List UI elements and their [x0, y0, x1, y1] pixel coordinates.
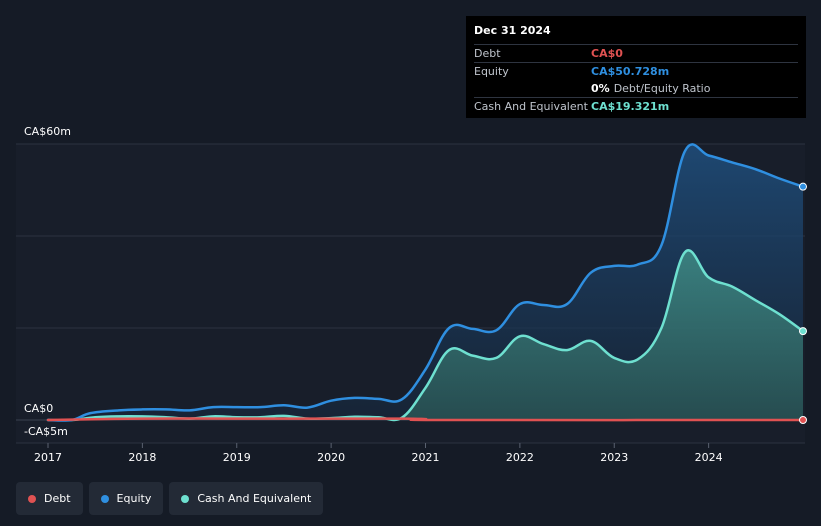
tooltip-equity-value: CA$50.728m	[591, 65, 670, 78]
chart-legend: Debt Equity Cash And Equivalent	[16, 482, 324, 515]
debt-end-marker[interactable]	[799, 416, 807, 424]
x-tick-label: 2017	[34, 451, 62, 464]
tooltip-ratio-value: 0%	[591, 82, 610, 95]
equity-line	[46, 143, 805, 422]
y-tick-label: -CA$5m	[24, 425, 68, 438]
tooltip-ratio-label: Debt/Equity Ratio	[613, 82, 711, 95]
tooltip-cash-value: CA$19.321m	[591, 100, 670, 113]
legend-item-equity[interactable]: Equity	[88, 482, 164, 515]
equity-area	[48, 144, 803, 421]
legend-label-equity: Equity	[116, 492, 152, 505]
tooltip-panel: Dec 31 2024 Debt CA$0 Equity CA$50.728m …	[466, 16, 806, 118]
debt-line	[46, 417, 805, 422]
cash-end-marker[interactable]	[799, 327, 807, 336]
tooltip-cash-label: Cash And Equivalent	[474, 100, 588, 113]
equity-end-marker[interactable]	[799, 182, 807, 191]
x-tick-label: 2020	[317, 451, 345, 464]
x-tick-label: 2023	[600, 451, 628, 464]
x-tick-label: 2021	[412, 451, 440, 464]
tooltip-debt-label: Debt	[474, 47, 501, 60]
tooltip-debt-value: CA$0	[591, 47, 623, 60]
x-tick-label: 2019	[223, 451, 251, 464]
tooltip-equity-label: Equity	[474, 65, 509, 78]
x-tick-label: 2018	[128, 451, 156, 464]
legend-item-debt[interactable]: Debt	[16, 482, 83, 515]
cash-area	[48, 250, 803, 421]
x-tick-label: 2024	[695, 451, 723, 464]
legend-label-cash: Cash And Equivalent	[197, 492, 312, 505]
y-tick-label: CA$0	[24, 402, 53, 415]
legend-dot-cash	[181, 494, 190, 503]
legend-label-debt: Debt	[44, 492, 71, 505]
legend-dot-debt	[28, 494, 36, 503]
legend-item-cash[interactable]: Cash And Equivalent	[169, 482, 324, 515]
x-tick-label: 2022	[506, 451, 534, 464]
legend-dot-equity	[100, 494, 109, 503]
y-tick-label: CA$60m	[24, 125, 71, 138]
tooltip-date: Dec 31 2024	[474, 24, 551, 37]
